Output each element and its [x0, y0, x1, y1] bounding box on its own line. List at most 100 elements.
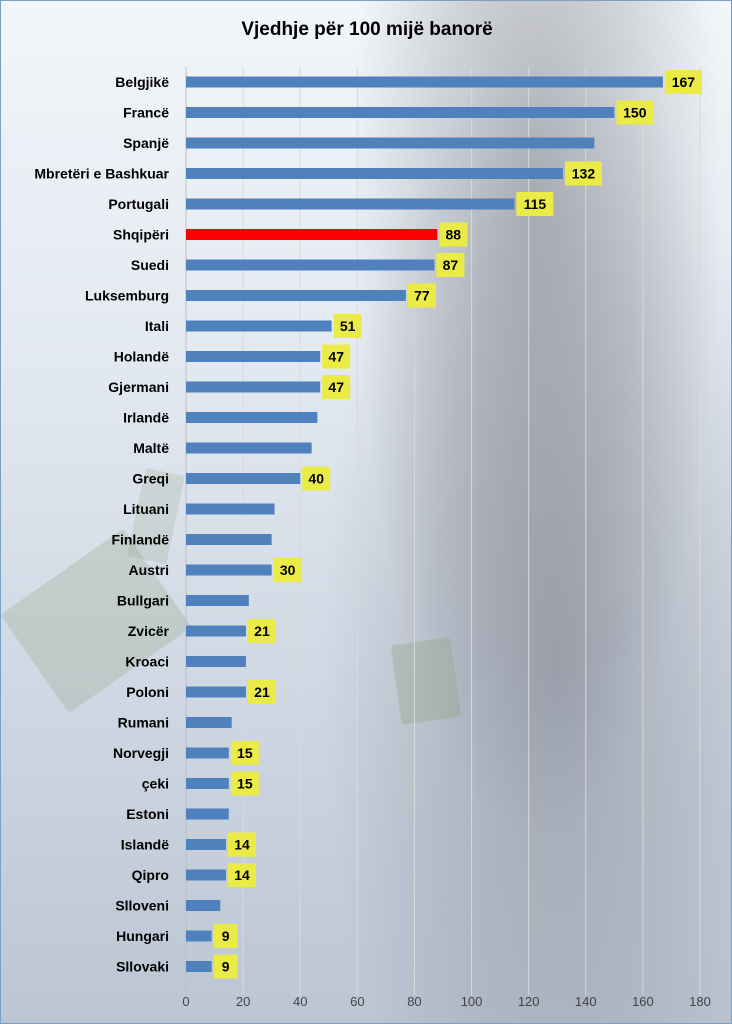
data-label-box	[227, 832, 256, 857]
category-label: Norvegji	[113, 745, 169, 761]
x-tick-label: 140	[575, 994, 597, 1009]
bar	[186, 930, 212, 942]
x-tick-label: 40	[293, 994, 307, 1009]
bar	[186, 107, 615, 118]
category-label: Belgjikë	[115, 74, 169, 90]
bar	[186, 869, 226, 881]
category-label: Finlandë	[111, 532, 169, 548]
category-label: Austri	[129, 562, 169, 578]
data-label: 115	[524, 196, 547, 212]
data-label-box	[227, 863, 256, 887]
bar	[186, 320, 332, 332]
category-label: Bullgari	[117, 593, 169, 609]
bar	[186, 747, 229, 759]
category-label: Francë	[123, 105, 169, 121]
category-label: Zvicër	[128, 623, 170, 639]
bar	[186, 259, 435, 271]
bar	[186, 168, 563, 179]
data-label: 30	[280, 562, 296, 578]
data-label-box	[333, 314, 362, 338]
bar	[186, 473, 301, 484]
data-label-box	[664, 70, 702, 94]
data-label-box	[436, 253, 465, 277]
bar	[186, 442, 312, 454]
data-label: 132	[572, 166, 596, 182]
data-label: 14	[234, 867, 250, 883]
bar	[186, 778, 229, 789]
x-tick-label: 180	[689, 994, 711, 1009]
bar	[186, 564, 272, 576]
x-tick-label: 100	[461, 994, 483, 1009]
bar	[186, 198, 515, 210]
category-label: Hungari	[116, 928, 169, 944]
category-label: Luksemburg	[85, 288, 169, 304]
category-label: Islandë	[121, 837, 169, 853]
data-label: 47	[328, 349, 344, 365]
x-tick-label: 60	[350, 994, 364, 1009]
x-tick-label: 0	[182, 994, 189, 1009]
data-label-box	[247, 680, 276, 704]
chart-title: Vjedhje për 100 mijë banorë	[241, 19, 493, 40]
x-tick-label: 80	[407, 994, 421, 1009]
category-label: Spanjë	[123, 135, 169, 151]
data-label-box	[230, 741, 259, 765]
data-label-box	[213, 954, 238, 979]
category-label: Slloveni	[115, 898, 169, 914]
data-label-box	[322, 344, 351, 369]
bar	[186, 381, 321, 393]
data-label: 51	[340, 318, 356, 334]
data-label-box	[273, 558, 302, 582]
category-label: çeki	[142, 776, 169, 792]
data-label: 77	[414, 288, 430, 304]
data-label: 40	[308, 471, 324, 487]
bar	[186, 961, 212, 972]
bar	[186, 503, 275, 515]
bar	[186, 656, 246, 667]
bar	[186, 76, 663, 88]
data-label: 15	[237, 745, 253, 761]
data-label: 21	[254, 623, 270, 639]
data-label: 47	[328, 379, 344, 395]
data-label: 87	[443, 257, 459, 273]
bars	[186, 76, 663, 972]
data-label-box	[302, 466, 331, 491]
data-label: 9	[222, 928, 230, 944]
bar	[186, 717, 232, 728]
data-label: 15	[237, 776, 253, 792]
data-label-box	[213, 924, 238, 948]
category-label: Irlandë	[123, 410, 169, 426]
category-label: Qipro	[132, 867, 169, 883]
category-label: Greqi	[132, 471, 169, 487]
category-label: Mbretëri e Bashkuar	[34, 166, 169, 182]
data-label-box	[247, 619, 276, 643]
category-label: Portugali	[108, 196, 169, 212]
bar	[186, 595, 249, 606]
category-label: Sllovaki	[116, 959, 169, 975]
category-label: Maltë	[133, 440, 169, 456]
category-label: Gjermani	[108, 379, 169, 395]
bar	[186, 534, 272, 545]
data-label-box	[439, 222, 468, 247]
x-tick-label: 160	[632, 994, 654, 1009]
bar	[186, 351, 321, 362]
bar	[186, 900, 221, 911]
data-label: 88	[445, 227, 461, 243]
data-label-box	[230, 771, 259, 796]
data-label: 14	[234, 837, 250, 853]
bar	[186, 839, 226, 850]
category-label: Itali	[145, 318, 169, 334]
bar	[186, 686, 246, 698]
bar	[186, 412, 318, 423]
data-label-box	[407, 283, 436, 308]
data-label: 9	[222, 959, 230, 975]
bar	[186, 808, 229, 820]
data-label: 167	[672, 74, 696, 90]
category-label: Holandë	[114, 349, 169, 365]
bar	[186, 137, 595, 149]
category-label: Estoni	[126, 806, 169, 822]
category-label: Shqipëri	[113, 227, 169, 243]
bar	[186, 229, 438, 240]
data-labels: 167 150 132 115 88 87 77 51 47 47 40 30 21 21 15 15 14 14…	[213, 70, 702, 979]
category-label: Poloni	[126, 684, 169, 700]
